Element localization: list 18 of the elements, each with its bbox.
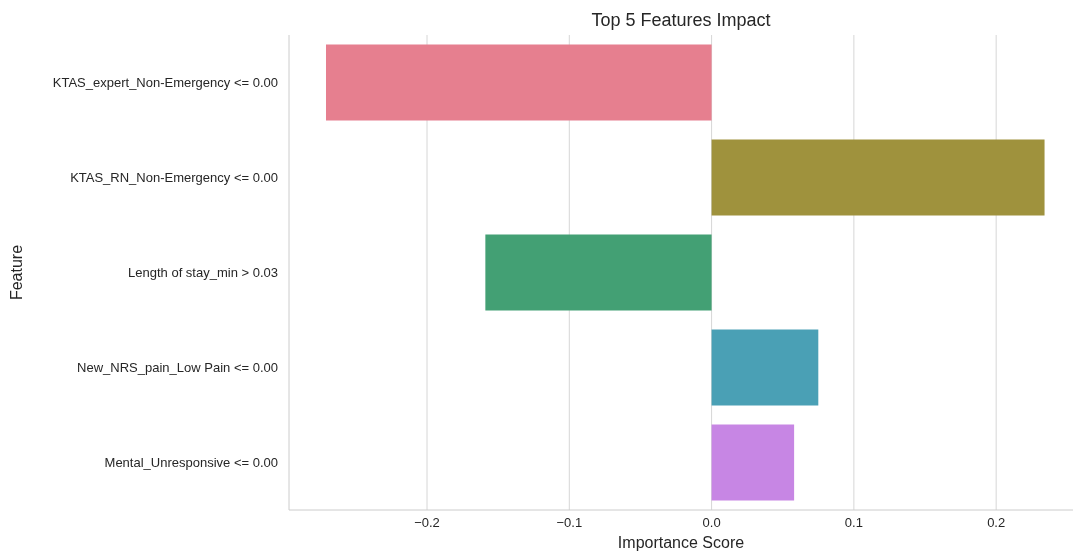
x-tick-label: 0.1 bbox=[844, 515, 863, 530]
y-tick-label: New_NRS_pain_Low Pain <= 0.00 bbox=[77, 360, 278, 376]
x-tick-label: −0.1 bbox=[556, 515, 583, 530]
bar bbox=[711, 139, 1045, 216]
x-tick-label: 0.0 bbox=[702, 515, 721, 530]
x-tick-label: 0.2 bbox=[987, 515, 1006, 530]
bar bbox=[711, 329, 819, 406]
bar bbox=[711, 424, 795, 501]
chart-title: Top 5 Features Impact bbox=[591, 10, 771, 30]
bar bbox=[326, 44, 712, 121]
y-tick-label: Mental_Unresponsive <= 0.00 bbox=[104, 455, 278, 471]
bar bbox=[485, 234, 712, 311]
x-tick-label: −0.2 bbox=[414, 515, 440, 530]
y-tick-label: KTAS_expert_Non-Emergency <= 0.00 bbox=[52, 75, 278, 91]
y-tick-label: Length of stay_min > 0.03 bbox=[128, 265, 278, 281]
y-tick-label: KTAS_RN_Non-Emergency <= 0.00 bbox=[70, 170, 278, 186]
x-axis-title: Importance Score bbox=[617, 534, 745, 551]
y-axis-title: Feature bbox=[8, 244, 25, 301]
